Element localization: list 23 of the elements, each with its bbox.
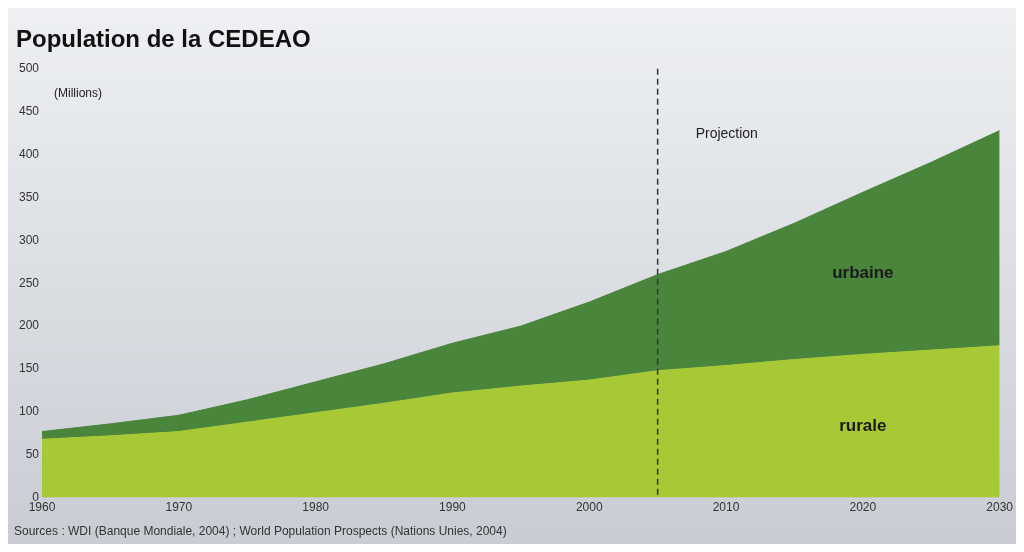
chart-title: Population de la CEDEAO — [16, 25, 311, 53]
y-tick-label: 350 — [18, 189, 40, 204]
ref-line-label: Projection — [695, 124, 758, 141]
y-tick-label: 300 — [18, 232, 40, 247]
y-tick-label: 500 — [18, 61, 40, 76]
x-tick-label: 2000 — [575, 500, 603, 515]
series-label: urbaine — [832, 263, 894, 283]
y-tick-label: 50 — [25, 447, 40, 462]
source-note: Sources : WDI (Banque Mondiale, 2004) ; World Population Prospects (Nations Unies, 2004) — [14, 524, 507, 539]
x-tick-label: 1970 — [165, 500, 193, 515]
y-tick-label: 400 — [18, 146, 40, 161]
x-tick-label: 2030 — [986, 500, 1014, 515]
y-tick-label: 200 — [18, 318, 40, 333]
x-tick-label: 2010 — [712, 500, 740, 515]
x-tick-label: 2020 — [849, 500, 877, 515]
series-label: rurale — [839, 415, 887, 435]
x-tick-label: 1990 — [439, 500, 467, 515]
y-tick-label: 250 — [18, 275, 40, 290]
y-axis-title: (Millions) — [54, 85, 103, 100]
y-tick-label: 100 — [18, 404, 40, 419]
y-tick-label: 450 — [18, 103, 40, 118]
x-tick-label: 1980 — [302, 500, 330, 515]
y-tick-label: 150 — [18, 361, 40, 376]
